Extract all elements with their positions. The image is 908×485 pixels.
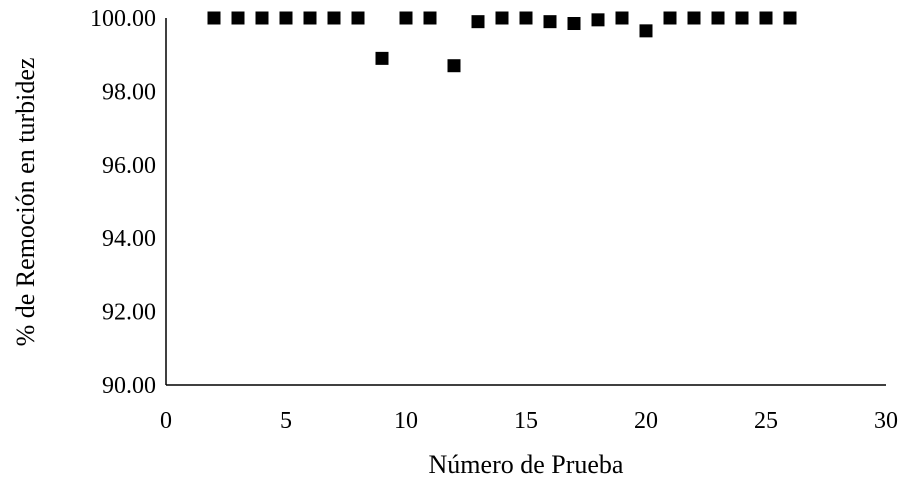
y-tick-label: 90.00 [102, 373, 156, 399]
data-point [543, 15, 557, 29]
data-point [759, 11, 773, 25]
y-tick-label: 96.00 [102, 153, 156, 179]
data-point [639, 24, 653, 38]
y-tick-label: 98.00 [102, 79, 156, 105]
y-tick-label: 92.00 [102, 300, 156, 326]
data-point [567, 17, 581, 31]
data-point [255, 11, 269, 25]
data-point [399, 11, 413, 25]
y-tick-labels: 90.00 92.00 94.00 96.00 98.00 100.00 [90, 6, 156, 399]
data-point [351, 11, 365, 25]
data-point [327, 11, 341, 25]
data-point [375, 51, 389, 65]
y-tick-label: 100.00 [90, 6, 156, 32]
x-tick-label: 15 [514, 408, 538, 434]
x-tick-label: 5 [280, 408, 292, 434]
data-point [279, 11, 293, 25]
axes [165, 18, 886, 386]
data-point [303, 11, 317, 25]
x-tick-label: 20 [634, 408, 658, 434]
x-tick-label: 30 [874, 408, 898, 434]
x-tick-label: 0 [160, 408, 172, 434]
data-point [711, 11, 725, 25]
x-tick-label: 25 [754, 408, 778, 434]
data-point [591, 13, 605, 27]
data-point [687, 11, 701, 25]
data-point [735, 11, 749, 25]
y-axis-title: % de Remoción en turbidez [11, 58, 40, 347]
y-tick-label: 94.00 [102, 226, 156, 252]
data-point [519, 11, 533, 25]
x-tick-labels: 0 5 10 15 20 25 30 [160, 408, 898, 434]
data-point [471, 15, 485, 29]
data-point [423, 11, 437, 25]
data-points [207, 11, 797, 73]
x-tick-label: 10 [394, 408, 418, 434]
data-point [663, 11, 677, 25]
data-point [207, 11, 221, 25]
data-point [783, 11, 797, 25]
data-point [495, 11, 509, 25]
x-axis-title: Número de Prueba [429, 450, 624, 479]
data-point [231, 11, 245, 25]
data-point [447, 59, 461, 73]
data-point [615, 11, 629, 25]
